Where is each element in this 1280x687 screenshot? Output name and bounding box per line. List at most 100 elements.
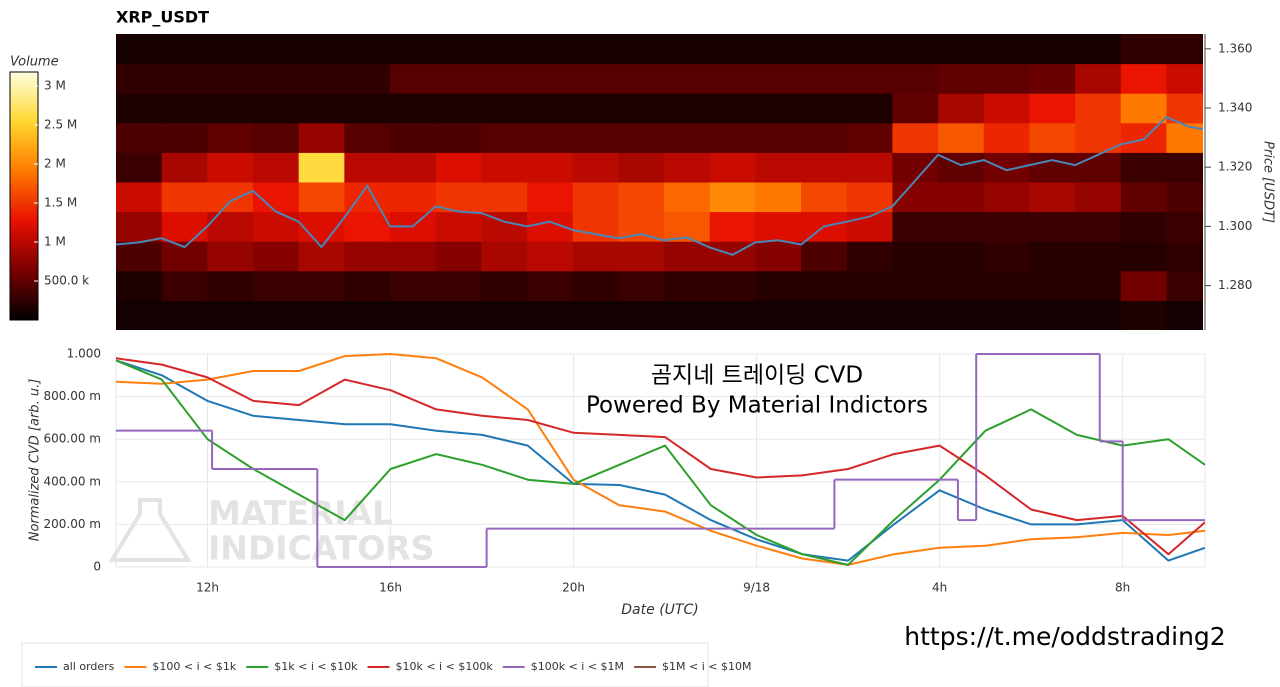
heat-cell xyxy=(755,270,802,301)
heat-cell xyxy=(344,93,391,124)
heat-cell xyxy=(207,63,254,94)
colorbar-tick-label: 1.5 M xyxy=(44,196,77,210)
heat-cell xyxy=(207,152,254,183)
y-tick-label: 400.00 m xyxy=(44,474,102,488)
heat-cell xyxy=(116,211,163,242)
heat-cell xyxy=(755,241,802,272)
heat-cell xyxy=(983,211,1030,242)
heat-cell xyxy=(527,63,574,94)
x-tick-label: 20h xyxy=(562,581,585,595)
x-tick-label: 4h xyxy=(932,581,947,595)
watermark: MATERIAL xyxy=(208,494,393,533)
y-tick-label: 1.360 xyxy=(1218,41,1252,55)
heat-cell xyxy=(709,63,756,94)
heat-cell xyxy=(938,270,985,301)
heat-cell xyxy=(846,241,893,272)
heat-cell xyxy=(846,122,893,153)
heat-cell xyxy=(572,34,619,65)
heat-cell xyxy=(1075,241,1122,272)
heat-cell xyxy=(161,182,208,213)
heat-cell xyxy=(1166,270,1203,301)
heat-cell xyxy=(892,152,939,183)
y-tick-label: 1.320 xyxy=(1218,160,1252,174)
heat-cell xyxy=(435,152,482,183)
heat-cell xyxy=(983,93,1030,124)
heat-cell xyxy=(161,211,208,242)
heat-cell xyxy=(572,122,619,153)
heat-cell xyxy=(938,63,985,94)
heat-cell xyxy=(1166,211,1203,242)
colorbar-tick-label: 500.0 k xyxy=(44,274,89,288)
heat-cell xyxy=(755,34,802,65)
heat-cell xyxy=(938,34,985,65)
heat-cell xyxy=(664,300,711,330)
legend-label: $100 < i < $1k xyxy=(152,660,236,673)
heat-cell xyxy=(983,182,1030,213)
heat-cell xyxy=(390,270,437,301)
heat-cell xyxy=(892,241,939,272)
heat-cell xyxy=(481,93,528,124)
heat-cell xyxy=(527,122,574,153)
heat-cell xyxy=(755,182,802,213)
heat-cell xyxy=(572,270,619,301)
heat-cell xyxy=(207,182,254,213)
heat-cell xyxy=(709,93,756,124)
heat-cell xyxy=(435,211,482,242)
heat-cell xyxy=(938,182,985,213)
heat-cell xyxy=(709,152,756,183)
y-tick-label: 1.000 xyxy=(67,347,101,361)
heat-cell xyxy=(527,93,574,124)
heat-cell xyxy=(572,182,619,213)
heat-cell xyxy=(207,211,254,242)
heat-cell xyxy=(1029,34,1076,65)
heat-cell xyxy=(983,63,1030,94)
heat-cell xyxy=(435,241,482,272)
heat-cell xyxy=(1166,93,1203,124)
heat-cell xyxy=(572,152,619,183)
heat-cell xyxy=(116,241,163,272)
heat-cell xyxy=(116,93,163,124)
heat-cell xyxy=(390,300,437,330)
heat-cell xyxy=(344,63,391,94)
heat-cell xyxy=(207,122,254,153)
heat-cell xyxy=(390,63,437,94)
heat-cell xyxy=(938,241,985,272)
heat-cell xyxy=(344,270,391,301)
heat-cell xyxy=(161,122,208,153)
heat-cell xyxy=(664,122,711,153)
heat-cell xyxy=(1075,270,1122,301)
heat-cell xyxy=(709,34,756,65)
colorbar-tick-label: 1 M xyxy=(44,235,66,249)
watermark-flask xyxy=(108,498,192,562)
heat-cell xyxy=(527,182,574,213)
colorbar-tick-label: 2 M xyxy=(44,157,66,171)
heat-cell xyxy=(755,152,802,183)
heat-cell xyxy=(846,34,893,65)
heat-cell xyxy=(618,300,665,330)
heat-cell xyxy=(253,63,300,94)
heat-cell xyxy=(161,300,208,330)
heat-cell xyxy=(1075,211,1122,242)
cvd-line xyxy=(116,359,1205,566)
heat-cell xyxy=(801,241,848,272)
heat-cell xyxy=(983,122,1030,153)
heat-cell xyxy=(755,93,802,124)
heat-cell xyxy=(390,182,437,213)
heat-cell xyxy=(435,93,482,124)
heat-cell xyxy=(390,152,437,183)
y-tick-label: 1.280 xyxy=(1218,278,1252,292)
heat-cell xyxy=(892,300,939,330)
heat-cell xyxy=(618,152,665,183)
heat-cell xyxy=(161,270,208,301)
heat-cell xyxy=(618,182,665,213)
x-tick-label: 9/18 xyxy=(743,581,770,595)
heat-cell xyxy=(161,93,208,124)
heat-cell xyxy=(161,34,208,65)
heat-cell xyxy=(116,122,163,153)
heat-cell xyxy=(481,152,528,183)
heat-cell xyxy=(207,270,254,301)
x-tick-label: 12h xyxy=(196,581,219,595)
heat-cell xyxy=(207,300,254,330)
heat-cell xyxy=(481,300,528,330)
heat-cell xyxy=(253,241,300,272)
